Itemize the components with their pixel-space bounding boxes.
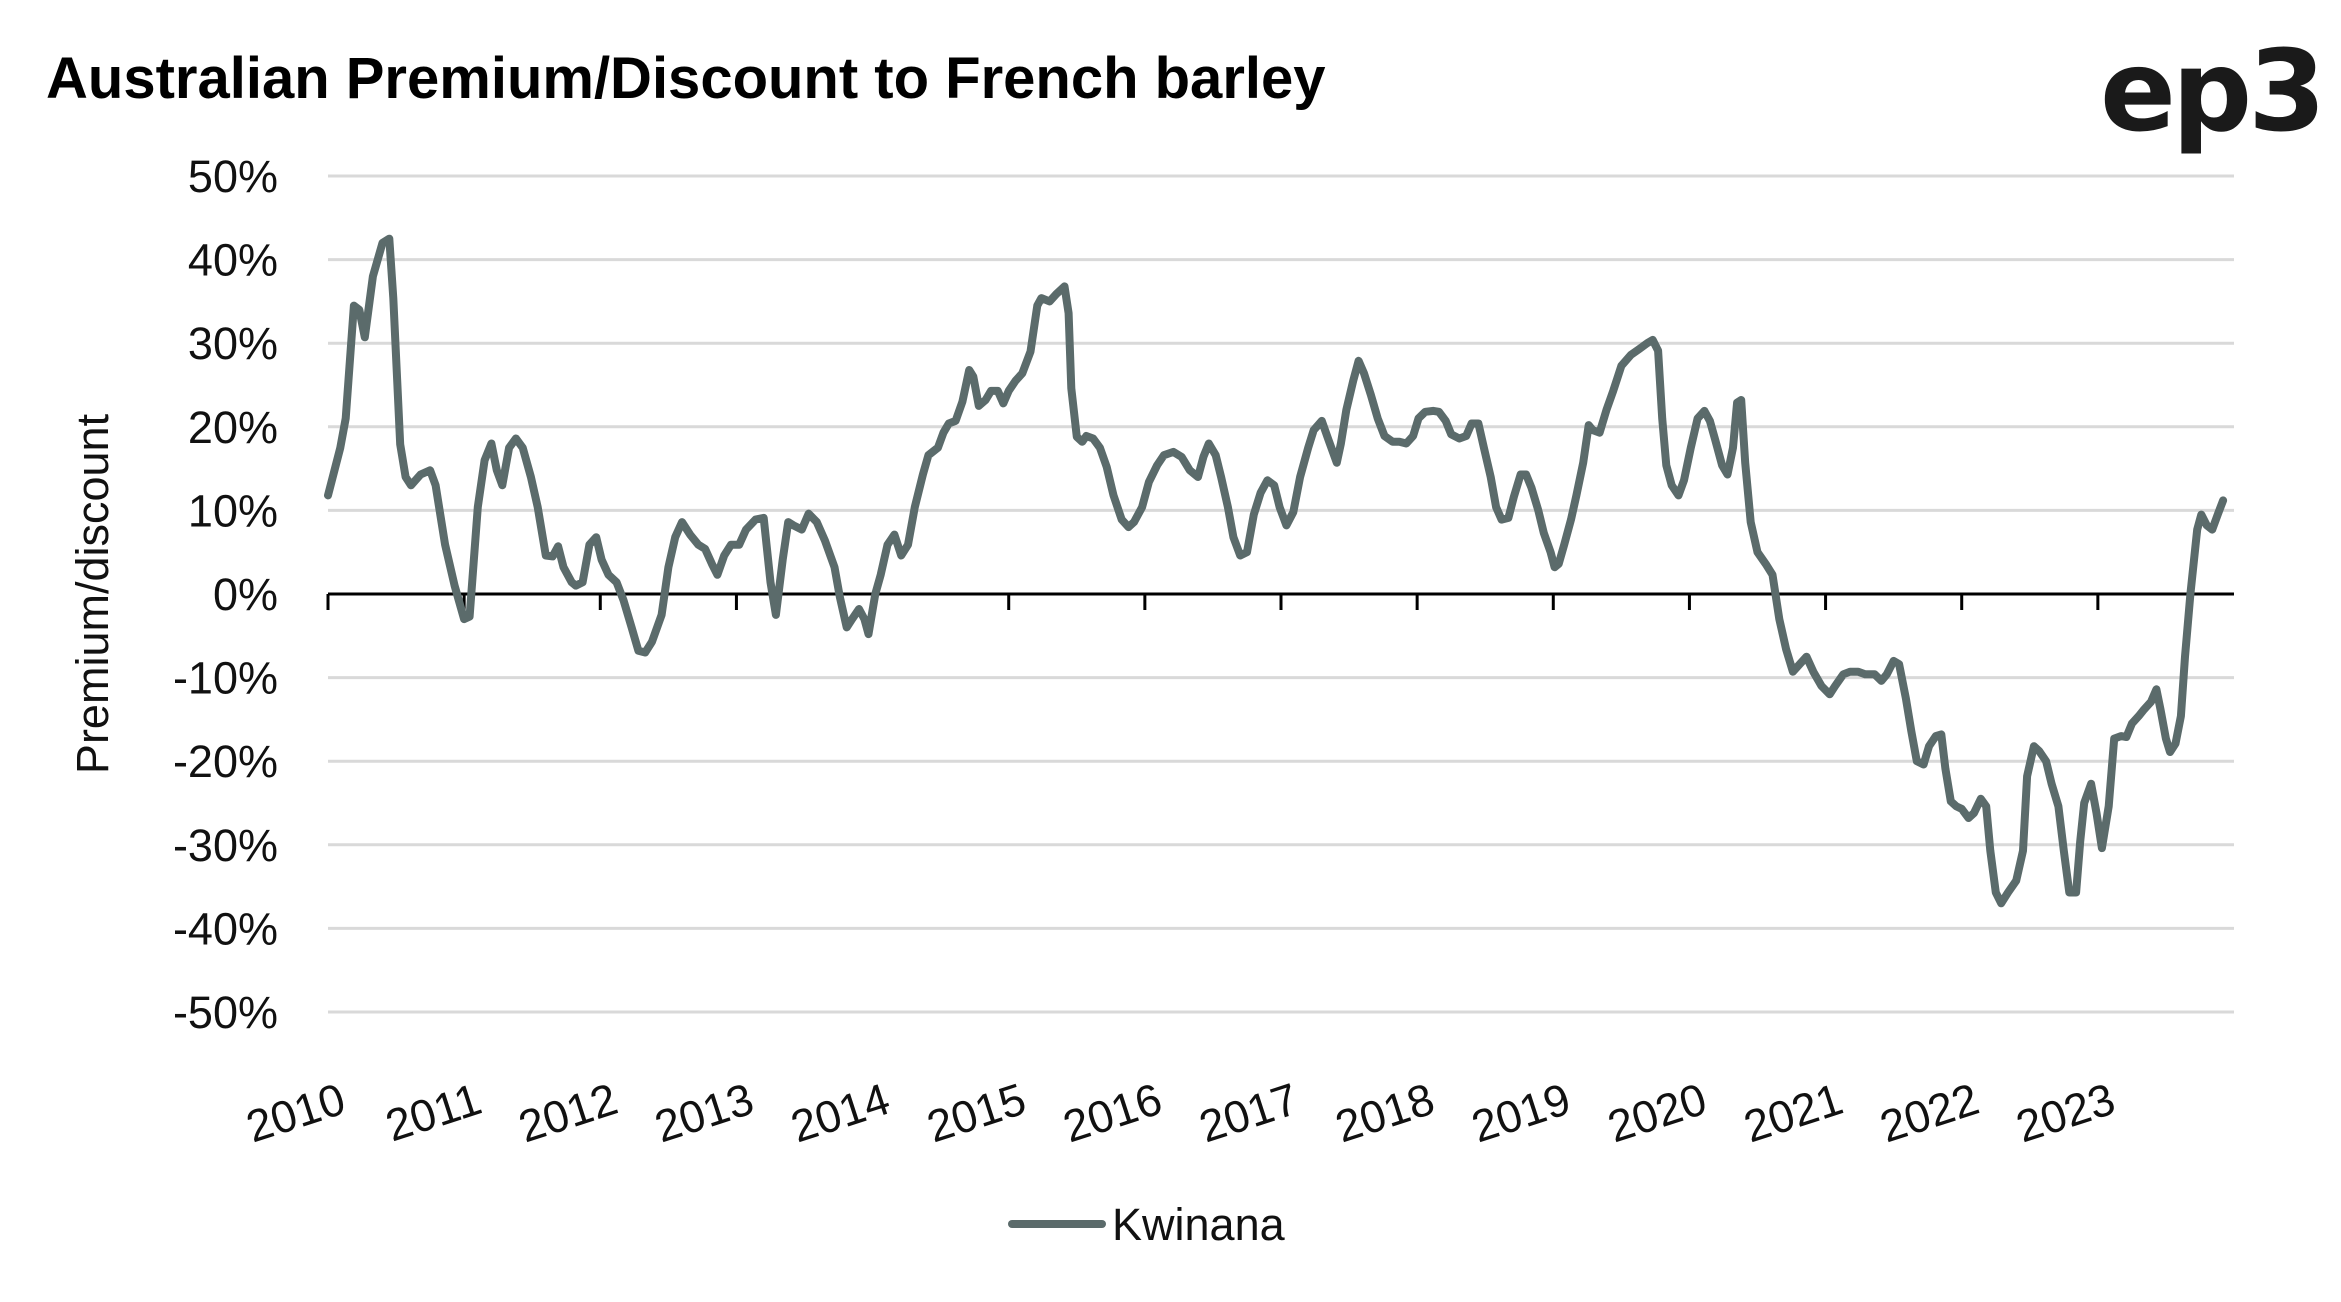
series-line-kwinana: [324, 234, 2228, 908]
x-axis: [326, 592, 2234, 610]
y-tick-label: 50%: [188, 151, 278, 202]
y-tick-label: -30%: [173, 820, 278, 871]
x-tick-label: 2014: [785, 1073, 896, 1152]
y-tick-label: 0%: [213, 569, 278, 620]
x-tick-label: 2013: [649, 1073, 760, 1152]
x-tick-label: 2018: [1329, 1073, 1440, 1152]
x-tick-label: 2020: [1602, 1073, 1713, 1152]
x-tick-label: 2010: [240, 1073, 351, 1152]
ep3-logo: ep3: [2100, 27, 2322, 157]
y-tick-label: -50%: [173, 987, 278, 1038]
y-tick-label: 10%: [188, 485, 278, 536]
x-tick-label: 2012: [512, 1073, 623, 1152]
x-tick-label: 2021: [1738, 1073, 1849, 1152]
y-tick-label: 20%: [188, 402, 278, 453]
x-tick-label: 2011: [379, 1073, 487, 1151]
x-axis-tick-labels: 2010 2011 2012 2013 2014 2015 2016 2017 2018 2019…: [240, 1073, 2121, 1152]
legend[interactable]: Kwinana: [1008, 1199, 1286, 1250]
x-tick-label: 2023: [2010, 1073, 2121, 1152]
legend-label-kwinana: Kwinana: [1112, 1199, 1286, 1250]
x-tick-label: 2019: [1465, 1073, 1576, 1152]
x-tick-label: 2016: [1057, 1073, 1168, 1152]
y-tick-label: 40%: [188, 235, 278, 286]
x-tick-label: 2022: [1874, 1073, 1985, 1152]
y-axis-ticks: 50% 40% 30% 20% 10% 0% -10% -20% -30% -40% -50%: [173, 151, 278, 1038]
y-axis-title: Premium/discount: [67, 413, 118, 774]
x-tick-label: 2017: [1193, 1073, 1304, 1152]
x-tick-label: 2015: [921, 1073, 1032, 1152]
chart-title: Australian Premium/Discount to French ba…: [46, 46, 1326, 111]
y-tick-label: -20%: [173, 736, 278, 787]
y-tick-label: -40%: [173, 903, 278, 954]
y-tick-label: -10%: [173, 653, 278, 704]
y-tick-label: 30%: [188, 318, 278, 369]
